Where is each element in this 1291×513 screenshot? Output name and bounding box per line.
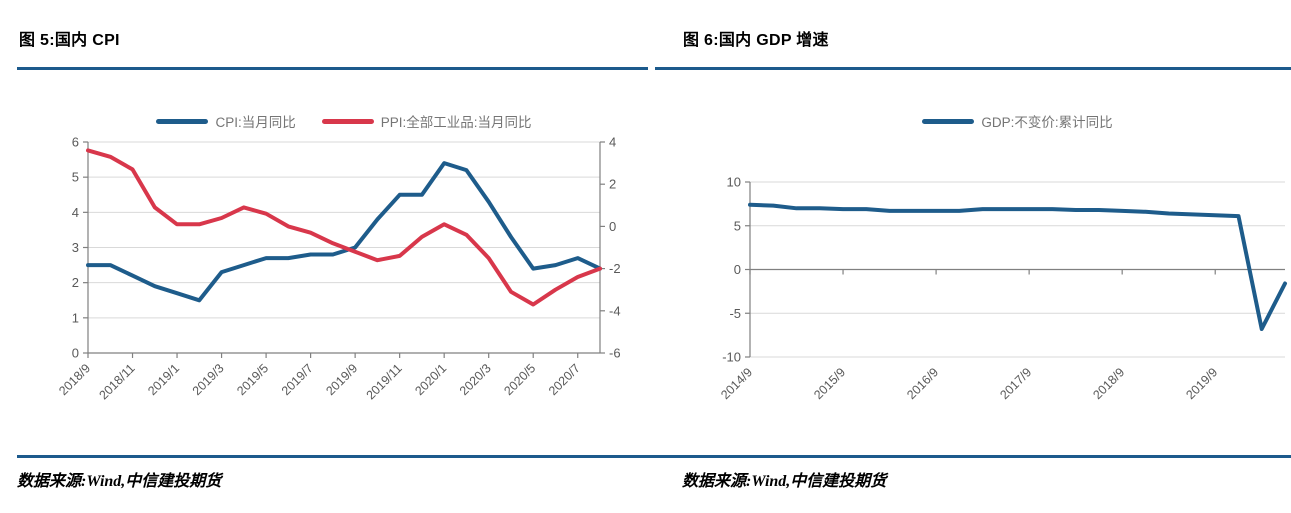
gridlines — [88, 141, 600, 319]
title-rule — [17, 67, 648, 70]
svg-text:2016/9: 2016/9 — [904, 365, 941, 402]
svg-text:-10: -10 — [722, 350, 741, 365]
axes — [83, 141, 605, 358]
source-note-right: 数据来源:Wind,中信建投期货 — [682, 473, 887, 490]
footer-rule — [17, 455, 1291, 458]
figure-panel-gdp: 图 6:国内 GDP 增速 GDP:不变价:累计同比 -10 -5 0 5 10 2014… — [655, 0, 1291, 513]
legend-line-sample — [321, 118, 374, 124]
svg-text:2020/7: 2020/7 — [546, 361, 583, 398]
svg-text:2020/3: 2020/3 — [457, 361, 494, 398]
figure-title-cpi: 图 5:国内 CPI — [19, 32, 120, 49]
svg-text:0: 0 — [609, 219, 616, 234]
svg-text:2019/7: 2019/7 — [279, 361, 316, 398]
figure-title-gdp: 图 6:国内 GDP 增速 — [683, 32, 829, 49]
legend-label: GDP:不变价:累计同比 — [981, 115, 1113, 130]
svg-text:0: 0 — [734, 262, 741, 277]
gridlines — [750, 181, 1285, 358]
svg-text:2018/11: 2018/11 — [96, 361, 137, 402]
legend-label: CPI:当月同比 — [215, 115, 296, 130]
legend-label: PPI:全部工业品:当月同比 — [380, 115, 532, 130]
chart-legend: GDP:不变价:累计同比 — [750, 111, 1285, 131]
svg-text:2019/3: 2019/3 — [190, 361, 227, 398]
svg-text:2019/9: 2019/9 — [1183, 365, 1220, 402]
title-rule — [655, 67, 1291, 70]
svg-text:2019/11: 2019/11 — [364, 361, 405, 402]
svg-text:5: 5 — [734, 218, 741, 233]
svg-text:4: 4 — [72, 205, 79, 220]
svg-text:2019/1: 2019/1 — [145, 361, 182, 398]
figure-panel-cpi: 图 5:国内 CPI CPI:当月同比 PPI:全部工业品:当月同比 0 1 2 3 4 5… — [17, 0, 648, 513]
legend-line-sample — [922, 118, 975, 124]
series-line — [86, 161, 602, 303]
svg-text:2015/9: 2015/9 — [811, 365, 848, 402]
svg-text:2018/9: 2018/9 — [56, 361, 93, 398]
legend-item: GDP:不变价:累计同比 — [922, 111, 1113, 131]
axes — [745, 181, 1285, 358]
svg-text:-4: -4 — [609, 303, 621, 318]
svg-text:1: 1 — [72, 310, 79, 325]
series-line — [748, 202, 1287, 331]
svg-text:3: 3 — [72, 240, 79, 255]
svg-text:0: 0 — [72, 346, 79, 361]
svg-text:4: 4 — [609, 135, 616, 150]
svg-text:10: 10 — [727, 175, 741, 190]
source-note-left: 数据来源:Wind,中信建投期货 — [17, 473, 222, 490]
chart-legend: CPI:当月同比 PPI:全部工业品:当月同比 — [88, 111, 600, 131]
svg-text:2018/9: 2018/9 — [1090, 365, 1127, 402]
series-lines — [86, 148, 602, 307]
svg-text:5: 5 — [72, 170, 79, 185]
svg-text:2019/9: 2019/9 — [323, 361, 360, 398]
svg-text:-5: -5 — [729, 306, 741, 321]
svg-text:2: 2 — [609, 177, 616, 192]
svg-text:-6: -6 — [609, 346, 621, 361]
series-line — [86, 148, 602, 307]
svg-text:2014/9: 2014/9 — [718, 365, 755, 402]
legend-item: CPI:当月同比 — [156, 111, 296, 131]
legend-item: PPI:全部工业品:当月同比 — [321, 111, 532, 131]
gdp-line-chart: -10 -5 0 5 10 2014/9 2015/9 2016/9 2017/9 2018/9 2… — [718, 175, 1287, 402]
svg-text:2020/5: 2020/5 — [501, 361, 538, 398]
svg-text:-2: -2 — [609, 261, 621, 276]
svg-text:2019/5: 2019/5 — [234, 361, 271, 398]
series-lines — [748, 202, 1287, 331]
svg-text:2: 2 — [72, 275, 79, 290]
svg-text:2020/1: 2020/1 — [412, 361, 449, 398]
svg-text:6: 6 — [72, 135, 79, 150]
svg-text:2017/9: 2017/9 — [997, 365, 1034, 402]
legend-line-sample — [156, 118, 209, 124]
